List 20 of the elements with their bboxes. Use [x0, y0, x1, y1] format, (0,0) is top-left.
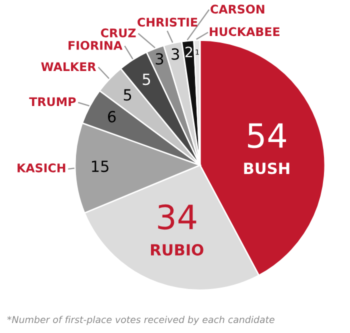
slice-label: HUCKABEE: [210, 27, 280, 36]
slice-label: RUBIO: [151, 244, 204, 256]
data-label: 34: [158, 204, 196, 230]
data-label: 6: [108, 110, 116, 122]
slice-label: FIORINA: [68, 40, 122, 50]
data-label: 3: [156, 53, 164, 65]
data-label: 2: [185, 46, 192, 58]
text: *Number of first-place votes received by each candidate: [7, 316, 274, 325]
data-label: 15: [92, 160, 108, 172]
slice-label: WALKER: [41, 62, 96, 71]
slice-label: CRUZ: [100, 28, 136, 38]
slice-label: CHRISTIE: [138, 18, 198, 27]
data-label: 54: [248, 123, 286, 148]
data-label: 5: [124, 89, 132, 101]
slice-label: TRUMP: [29, 97, 76, 106]
data-label: 5: [142, 74, 150, 86]
slice-label: KASICH: [18, 163, 66, 172]
data-label: 3: [172, 48, 179, 60]
slice-label: CARSON: [210, 4, 264, 14]
slice-label: BUSH: [244, 162, 290, 174]
